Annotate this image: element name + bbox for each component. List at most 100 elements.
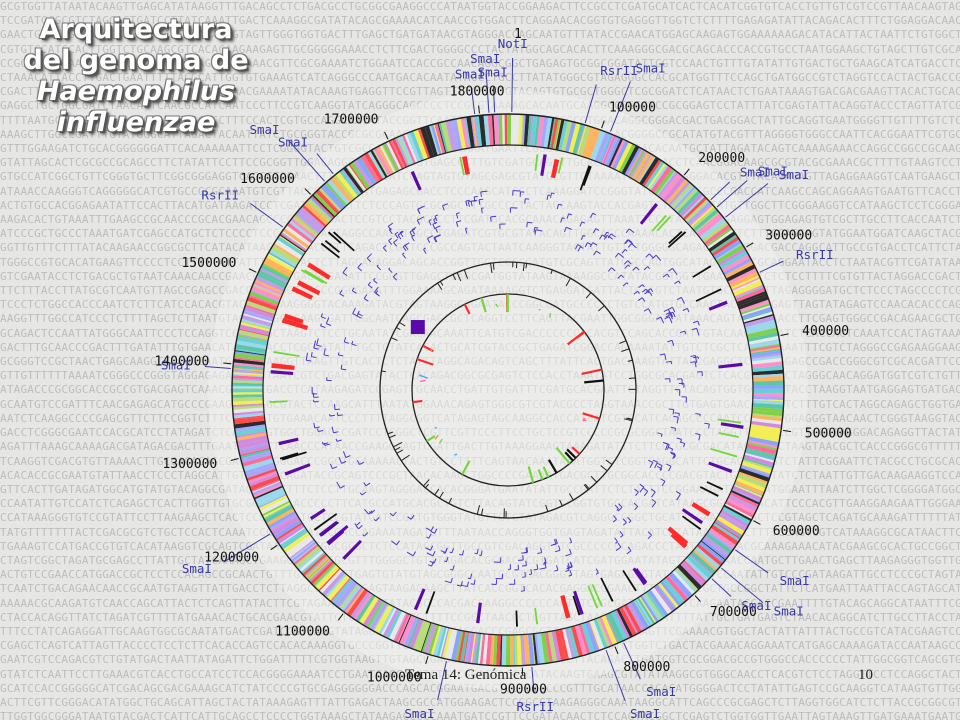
gene-segment	[701, 221, 729, 243]
gene-segment	[385, 142, 400, 171]
gene-segment	[614, 609, 631, 639]
feature-bar	[279, 452, 299, 460]
gene-segment	[707, 530, 734, 551]
gene-mark	[634, 506, 639, 511]
feature-bar	[639, 203, 659, 225]
gene-segment	[749, 424, 782, 434]
gene-mark	[465, 199, 470, 202]
gene-segment	[235, 426, 267, 437]
gene-segment	[638, 596, 657, 624]
gene-segment	[588, 621, 600, 651]
gene-segment	[729, 491, 759, 508]
gene-segment	[518, 114, 523, 146]
gene-segment	[498, 114, 501, 146]
gene-segment	[333, 579, 355, 606]
restriction-site-label: SmaI	[161, 357, 191, 372]
restriction-site-label: NotI	[498, 36, 528, 51]
gene-mark	[631, 243, 637, 249]
gene-segment	[237, 438, 269, 450]
gene-segment	[521, 114, 526, 146]
gene-mark	[325, 317, 330, 324]
gene-segment	[604, 614, 619, 644]
gene-mark	[407, 516, 412, 520]
gene-mark	[668, 465, 672, 472]
gene-segment	[653, 168, 676, 196]
gene-segment	[290, 541, 317, 563]
gene-segment	[397, 614, 411, 644]
gene-segment	[377, 145, 395, 175]
gene-segment	[396, 136, 411, 166]
gene-segment	[550, 118, 559, 150]
gene-segment	[555, 119, 565, 151]
gene-segment	[394, 137, 410, 167]
gene-segment	[236, 432, 268, 441]
gene-segment	[437, 122, 447, 154]
gene-mark	[612, 518, 617, 523]
gene-segment	[352, 159, 374, 188]
gene-segment	[338, 583, 360, 610]
gene-segment	[742, 457, 774, 469]
gene-segment	[440, 627, 450, 659]
gene-segment	[668, 571, 693, 599]
coordinate-label: 1100000	[275, 624, 330, 639]
gene-mark	[623, 522, 627, 526]
gene-segment	[665, 178, 689, 205]
gene-segment	[599, 134, 614, 164]
gene-mark	[367, 281, 372, 286]
gene-segment	[303, 554, 328, 577]
feature-bar	[717, 418, 742, 424]
gene-mark	[471, 199, 478, 202]
gene-segment	[367, 150, 386, 180]
gene-segment	[252, 283, 282, 297]
feature-bar	[550, 158, 560, 179]
gene-segment	[718, 247, 747, 267]
gene-segment	[246, 296, 278, 311]
gene-segment	[295, 210, 323, 234]
gene-segment	[271, 515, 300, 536]
gene-segment	[598, 616, 614, 647]
gene-mark	[393, 238, 398, 243]
restriction-site-label: SmaI	[741, 598, 771, 613]
gene-mark	[592, 212, 597, 216]
gene-segment	[668, 574, 690, 599]
gene-segment	[404, 133, 418, 164]
feature-bar	[342, 539, 363, 560]
gene-mark	[708, 423, 710, 429]
gene-segment	[390, 139, 406, 169]
gene-segment	[398, 135, 414, 166]
gene-segment	[232, 373, 264, 377]
gene-mark	[430, 530, 435, 534]
feature-bar	[668, 230, 683, 245]
gene-mark	[620, 274, 625, 278]
gene-segment	[703, 224, 731, 246]
gene-segment	[752, 393, 784, 397]
gene-mark	[425, 547, 431, 551]
gene-segment	[647, 589, 669, 617]
gene-segment	[536, 115, 545, 148]
gene-segment	[234, 348, 266, 355]
gene-mark	[426, 552, 434, 557]
gene-mark	[554, 569, 559, 572]
feature-bar	[591, 584, 603, 607]
gene-mark	[417, 216, 425, 221]
gene-segment	[428, 125, 440, 156]
gene-mark	[617, 506, 623, 512]
gene-segment	[745, 447, 777, 458]
feature-bar	[720, 422, 744, 429]
gene-segment	[751, 357, 783, 365]
gene-segment	[726, 264, 756, 282]
gene-segment	[736, 473, 768, 489]
gene-segment	[399, 615, 415, 646]
gene-mark	[539, 567, 547, 570]
gene-segment	[288, 220, 315, 242]
gene-segment	[662, 175, 686, 203]
gene-segment	[590, 129, 604, 161]
gene-segment	[343, 166, 364, 194]
gene-segment	[700, 540, 726, 561]
gene-mark	[402, 244, 407, 248]
gene-segment	[259, 267, 289, 284]
gene-segment	[743, 314, 774, 324]
coordinate-label: 700000	[710, 605, 757, 620]
gene-mark	[568, 574, 572, 577]
gene-mark	[342, 266, 348, 274]
